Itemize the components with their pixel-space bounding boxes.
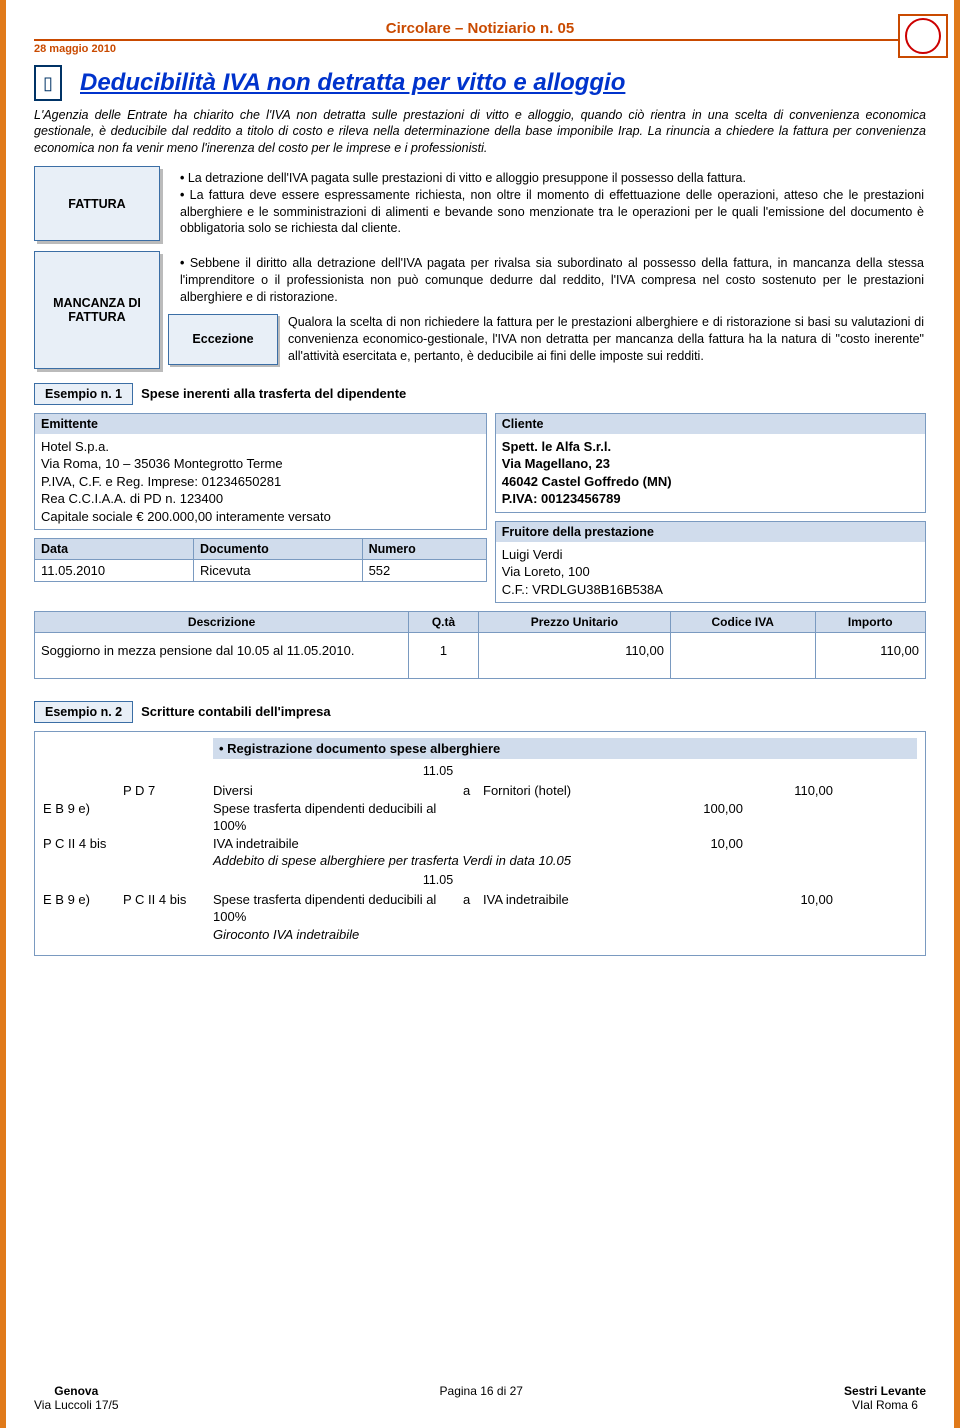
mancanza-label: MANCANZA DI FATTURA xyxy=(34,251,160,368)
td-desc: Soggiorno in mezza pensione dal 10.05 al… xyxy=(35,633,409,679)
th-pu: Prezzo Unitario xyxy=(478,612,670,633)
doc-date: 28 maggio 2010 xyxy=(34,43,926,55)
logo-icon xyxy=(898,14,948,58)
journal-row: P C II 4 bis IVA indetraibile 10,00 xyxy=(43,835,917,853)
fattura-label: FATTURA xyxy=(34,166,160,242)
journal-note: Giroconto IVA indetraibile xyxy=(43,926,917,944)
footer-right-1: Sestri Levante xyxy=(844,1384,926,1398)
footer-right-2: VIal Roma 6 xyxy=(844,1398,926,1412)
mancanza-bullet-1: Sebbene il diritto alla detrazione dell'… xyxy=(180,255,924,306)
th-doc: Documento xyxy=(194,539,363,560)
fattura-bullet-2: La fattura deve essere espressamente ric… xyxy=(180,187,924,238)
td-num: 552 xyxy=(362,560,486,582)
td-imp: 110,00 xyxy=(815,633,925,679)
doc-table: Data Documento Numero 11.05.2010 Ricevut… xyxy=(34,538,487,582)
eccezione-text: Qualora la scelta di non richiedere la f… xyxy=(288,314,924,365)
th-desc: Descrizione xyxy=(35,612,409,633)
page-title: Deducibilità IVA non detratta per vitto … xyxy=(80,69,625,97)
th-num: Numero xyxy=(362,539,486,560)
example-2-tag: Esempio n. 2 xyxy=(34,701,133,723)
emittente-body: Hotel S.p.a. Via Roma, 10 – 35036 Monteg… xyxy=(35,434,486,530)
line-table: Descrizione Q.tà Prezzo Unitario Codice … xyxy=(34,611,926,679)
journal-row: E B 9 e) Spese trasferta dipendenti dedu… xyxy=(43,800,917,835)
cliente-head: Cliente xyxy=(496,414,925,434)
header-bar: Circolare – Notiziario n. 05 xyxy=(34,20,926,41)
fruitore-head: Fruitore della prestazione xyxy=(496,522,925,542)
example-2-title: Scritture contabili dell'impresa xyxy=(141,701,330,723)
td-data: 11.05.2010 xyxy=(35,560,194,582)
intro-text: L'Agenzia delle Entrate ha chiarito che … xyxy=(34,107,926,156)
example-1-title: Spese inerenti alla trasferta del dipend… xyxy=(141,383,406,405)
th-qta: Q.tà xyxy=(409,612,479,633)
emittente-head: Emittente xyxy=(35,414,486,434)
td-qta: 1 xyxy=(409,633,479,679)
th-iva: Codice IVA xyxy=(671,612,816,633)
fruitore-body: Luigi Verdi Via Loreto, 100 C.F.: VRDLGU… xyxy=(496,542,925,603)
eccezione-label: Eccezione xyxy=(168,314,278,365)
emittente-panel: Emittente Hotel S.p.a. Via Roma, 10 – 35… xyxy=(34,413,487,531)
jdate-1: 11.05 xyxy=(43,763,833,780)
td-doc: Ricevuta xyxy=(194,560,363,582)
mancanza-content: Sebbene il diritto alla detrazione dell'… xyxy=(166,251,926,368)
th-imp: Importo xyxy=(815,612,925,633)
circular-title: Circolare – Notiziario n. 05 xyxy=(386,20,574,37)
journal-row: E B 9 e) P C II 4 bis Spese trasferta di… xyxy=(43,891,917,926)
cliente-body: Spett. le Alfa S.r.l. Via Magellano, 23 … xyxy=(496,434,925,512)
journal-note: Addebito di spese alberghiere per trasfe… xyxy=(43,852,917,870)
fruitore-panel: Fruitore della prestazione Luigi Verdi V… xyxy=(495,521,926,604)
th-data: Data xyxy=(35,539,194,560)
document-icon: ▯ xyxy=(34,65,62,101)
fattura-bullet-1: La detrazione dell'IVA pagata sulle pres… xyxy=(180,170,924,187)
td-iva xyxy=(671,633,816,679)
page-number: Pagina 16 di 27 xyxy=(440,1384,523,1412)
page-footer: Genova Via Luccoli 17/5 Pagina 16 di 27 … xyxy=(34,1384,926,1412)
example-1-tag: Esempio n. 1 xyxy=(34,383,133,405)
td-pu: 110,00 xyxy=(478,633,670,679)
footer-left-1: Genova xyxy=(34,1384,119,1398)
journal-panel: Registrazione documento spese alberghier… xyxy=(34,731,926,956)
journal-row: P D 7 Diversi a Fornitori (hotel) 110,00 xyxy=(43,782,917,800)
journal-head: Registrazione documento spese alberghier… xyxy=(213,738,917,759)
cliente-panel: Cliente Spett. le Alfa S.r.l. Via Magell… xyxy=(495,413,926,513)
jdate-2: 11.05 xyxy=(43,872,833,889)
footer-left-2: Via Luccoli 17/5 xyxy=(34,1398,119,1412)
fattura-content: La detrazione dell'IVA pagata sulle pres… xyxy=(166,166,926,242)
